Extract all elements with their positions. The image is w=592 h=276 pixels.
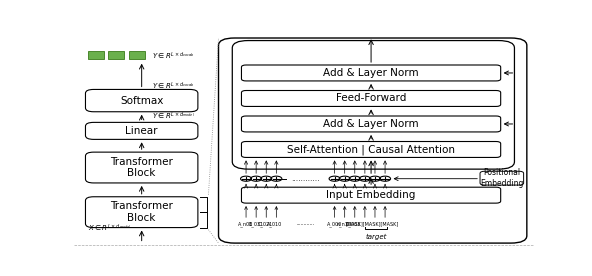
Text: Linear: Linear [126, 126, 158, 136]
Text: ............: ............ [291, 174, 320, 183]
Text: $Y \in R^{L \times d_{model}}$: $Y \in R^{L \times d_{model}}$ [152, 111, 195, 122]
Text: Add & Layer Norm: Add & Layer Norm [323, 119, 419, 129]
Text: n_n10: n_n10 [336, 221, 351, 227]
FancyBboxPatch shape [85, 152, 198, 183]
Text: $Y \in R^{L \times d_{vocab}}$: $Y \in R^{L \times d_{vocab}}$ [152, 80, 194, 92]
Text: A_000: A_000 [327, 221, 342, 227]
Text: B_031: B_031 [248, 221, 263, 227]
Text: A_010: A_010 [268, 221, 282, 227]
Text: [MASK][MASK][MASK]: [MASK][MASK][MASK] [346, 221, 399, 226]
FancyBboxPatch shape [242, 187, 501, 203]
Text: ............: ............ [297, 221, 315, 226]
Text: A_n01: A_n01 [239, 221, 254, 227]
Text: C_003: C_003 [346, 221, 361, 227]
Text: $Y \in R^{L \times d_{vocab}}$: $Y \in R^{L \times d_{vocab}}$ [152, 51, 194, 62]
Text: Feed-Forward: Feed-Forward [336, 94, 406, 104]
FancyBboxPatch shape [85, 197, 198, 228]
FancyBboxPatch shape [480, 171, 524, 185]
Text: Transformer
Block: Transformer Block [110, 157, 173, 178]
Text: $X \in R^{L \times d_{model}}$: $X \in R^{L \times d_{model}}$ [88, 223, 131, 234]
Text: Self-Attention | Causal Attention: Self-Attention | Causal Attention [287, 144, 455, 155]
FancyBboxPatch shape [108, 51, 124, 59]
FancyBboxPatch shape [88, 51, 104, 59]
FancyBboxPatch shape [242, 65, 501, 81]
Text: Input Embedding: Input Embedding [326, 190, 416, 200]
FancyBboxPatch shape [242, 91, 501, 107]
Text: Transformer
Block: Transformer Block [110, 201, 173, 223]
Text: Add & Layer Norm: Add & Layer Norm [323, 68, 419, 78]
FancyBboxPatch shape [242, 142, 501, 157]
FancyBboxPatch shape [218, 38, 527, 243]
Text: Positional
Embedding: Positional Embedding [480, 168, 523, 188]
Text: Softmax: Softmax [120, 95, 163, 106]
FancyBboxPatch shape [242, 116, 501, 132]
FancyBboxPatch shape [85, 89, 198, 112]
Text: target: target [365, 234, 387, 240]
Text: C_021: C_021 [258, 221, 273, 227]
FancyBboxPatch shape [129, 51, 145, 59]
FancyBboxPatch shape [232, 41, 514, 169]
FancyBboxPatch shape [85, 122, 198, 139]
